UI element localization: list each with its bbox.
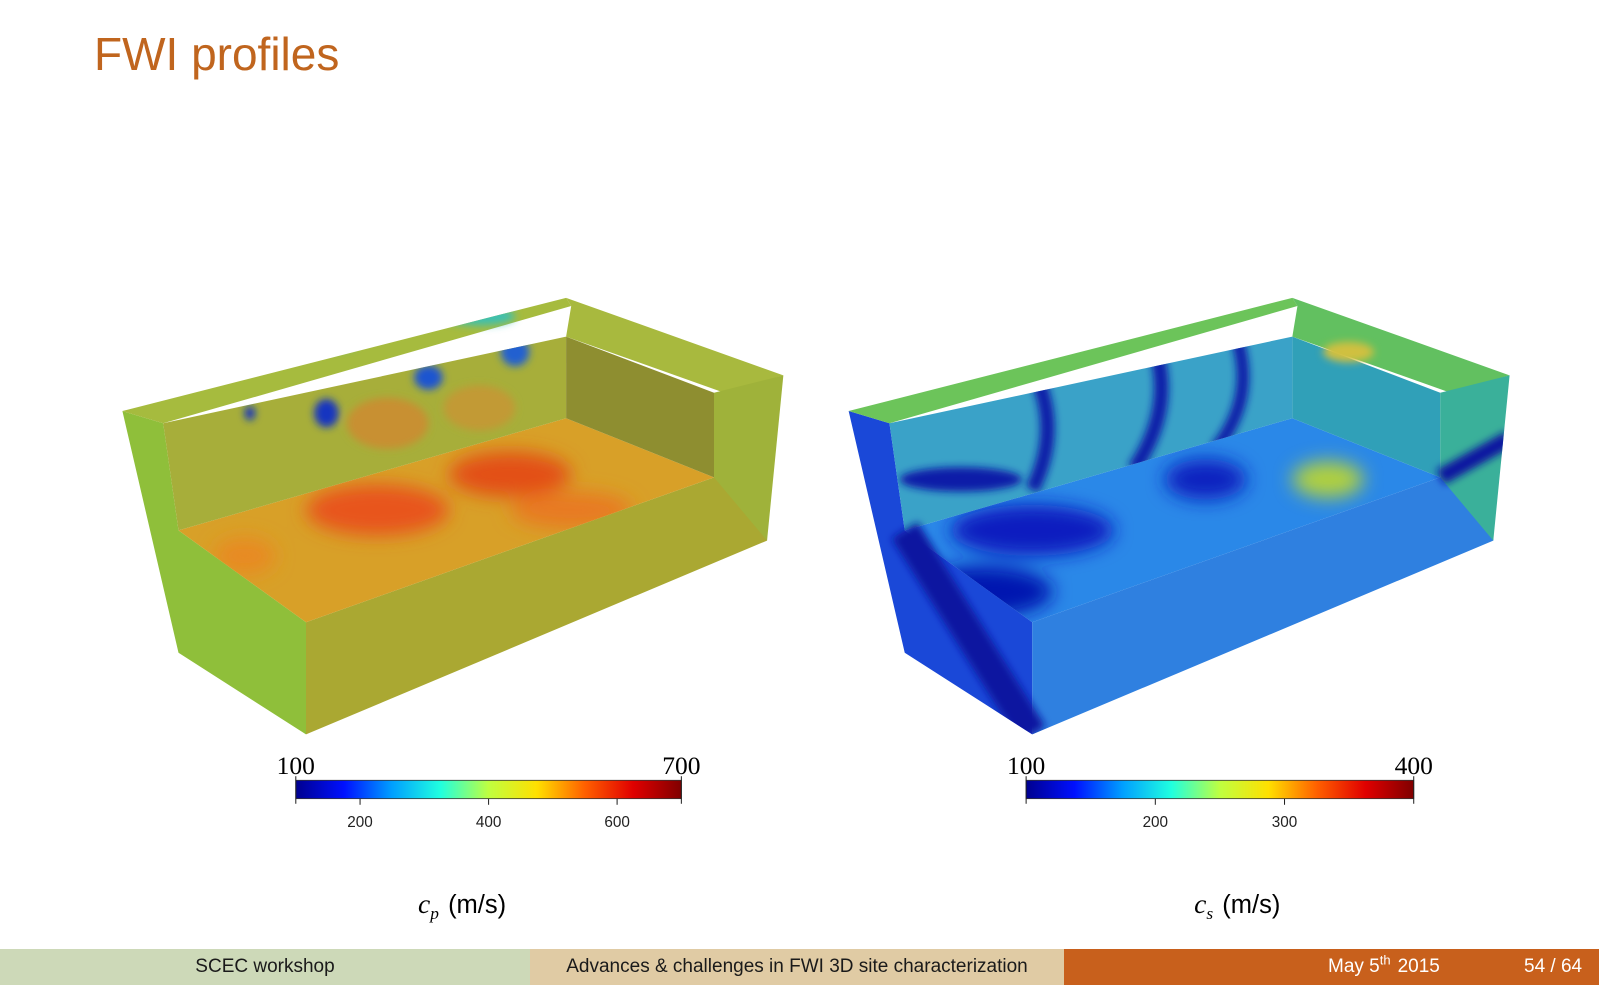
date-day: May 5 [1328,956,1380,977]
axis-label: cs (m/s) [1194,888,1280,923]
axis-label: cp (m/s) [418,888,506,923]
colorbar-tick-label: 200 [347,814,373,831]
page-number: 54 / 64 [1524,956,1583,977]
label-subscript: p [428,904,439,923]
label-unit: (m/s) [448,891,506,919]
colorbar-tick-label: 400 [476,814,502,831]
label-symbol: c [418,888,430,919]
label-unit: (m/s) [1222,891,1280,919]
colorbar-end-label: 100 [1007,751,1045,780]
footer-right: May 5th 2015 54 / 64 [1064,949,1599,985]
colorbar-tick-label: 600 [604,814,630,831]
cp-volume [122,297,784,735]
label-symbol: c [1194,888,1206,919]
footer: SCEC workshop Advances & challenges in F… [0,949,1599,985]
footer-date: May 5th 2015 [1328,949,1440,985]
colorbar-end-label: 400 [1395,751,1433,780]
colorbar-end-label: 700 [662,751,700,780]
colorbar [1025,779,1415,800]
colorbar-tick-label: 300 [1272,814,1298,831]
slide-title: FWI profiles [94,28,339,80]
cs-volume [848,297,1510,735]
slide: FWI profiles [94,28,1510,923]
colorbar-end-label: 100 [277,751,315,780]
date-year: 2015 [1397,956,1440,977]
date-suffix: th [1379,952,1391,968]
label-subscript: s [1206,904,1213,923]
footer-event: SCEC workshop [0,949,530,985]
colorbar [295,779,682,800]
colorbar-tick-label: 200 [1143,814,1169,831]
footer-talk: Advances & challenges in FWI 3D site cha… [530,949,1064,985]
